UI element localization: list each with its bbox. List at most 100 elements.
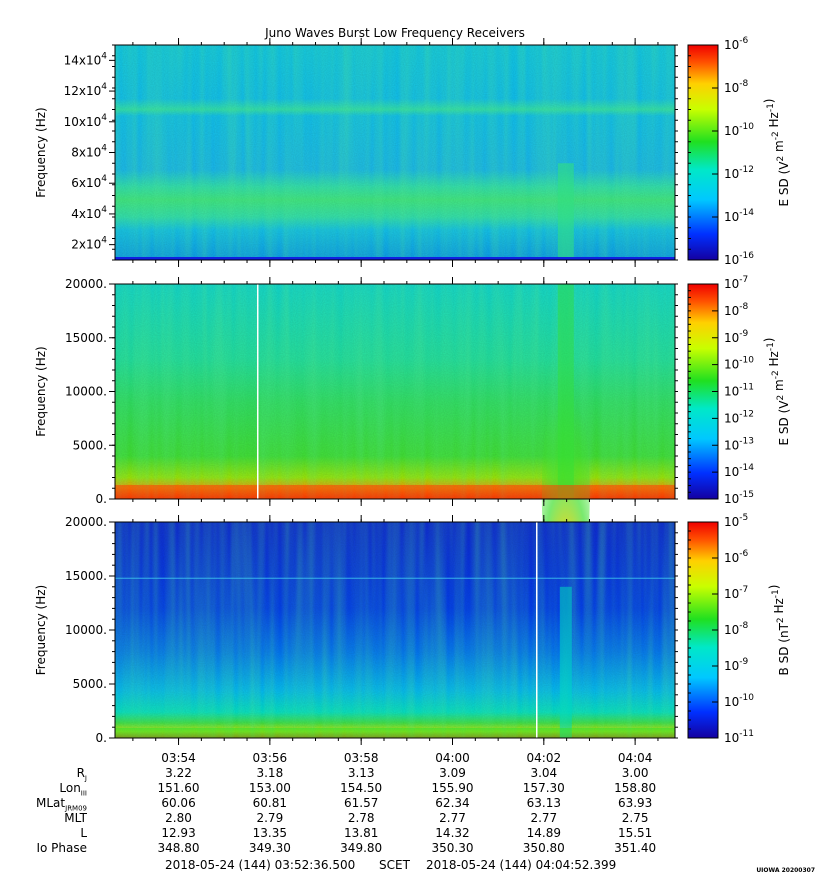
data-gap-line bbox=[536, 522, 538, 738]
ephemeris-name: MLT bbox=[64, 811, 87, 825]
colorbar-tick-label: 10-10 bbox=[724, 122, 754, 138]
ephemeris-value: 13.35 bbox=[252, 826, 288, 840]
ephemeris-row: LonIII 151.60 153.00 154.50 155.90 157.30 158.… bbox=[0, 781, 815, 798]
ytick-label: 0. bbox=[96, 492, 107, 506]
ylabel-1: Frequency (Hz) bbox=[34, 107, 48, 198]
colorbar-label-1: E SD (V2 m-2 Hz-1) bbox=[762, 98, 791, 206]
colorbar-tick-label: 10-13 bbox=[724, 436, 754, 452]
spectrogram-noise-3 bbox=[115, 522, 675, 738]
colorbar-label-3: B SD (nT2 Hz-1) bbox=[767, 585, 791, 676]
ytick-label: 10000. bbox=[65, 385, 107, 399]
colorbar-tick-label: 10-9 bbox=[724, 657, 749, 673]
ephemeris-value: 158.80 bbox=[614, 781, 657, 795]
ytick-label: 15000. bbox=[65, 331, 107, 345]
ytick-label: 10x104 bbox=[64, 113, 108, 129]
ephemeris-value: 154.50 bbox=[340, 781, 383, 795]
ephemeris-value: 351.40 bbox=[614, 841, 657, 855]
colorbar-tick-label: 10-11 bbox=[724, 729, 754, 745]
colorbar-tick-label: 10-8 bbox=[724, 79, 749, 95]
ephemeris-name: RJ bbox=[76, 766, 87, 783]
ephemeris-value: 3.22 bbox=[165, 766, 192, 780]
ytick-label: 5000. bbox=[73, 438, 107, 452]
colorbar-tick-label: 10-12 bbox=[724, 165, 754, 181]
footer-scet-label: SCET bbox=[379, 858, 410, 872]
ytick-label: 4x104 bbox=[71, 205, 107, 221]
ephemeris-value: 2.78 bbox=[347, 811, 375, 825]
colorbar-tick-label: 10-10 bbox=[724, 356, 754, 372]
ephemeris-value: 157.30 bbox=[522, 781, 565, 795]
colorbar-tick-label: 10-15 bbox=[724, 490, 754, 506]
footer-start-time: 2018-05-24 (144) 03:52:36.500 bbox=[165, 858, 356, 872]
colorbar-tick-label: 10-12 bbox=[724, 409, 754, 425]
time-tick-label: 04:00 bbox=[435, 751, 470, 765]
time-tick-label: 03:54 bbox=[161, 751, 196, 765]
ephemeris-value: 61.57 bbox=[343, 796, 379, 810]
ephemeris-value: 63.93 bbox=[617, 796, 653, 810]
low-freq-band-2 bbox=[115, 485, 675, 499]
panel-3: 0. 5000. 10000. 15000. 20000. Frequency (Hz) 1… bbox=[34, 513, 791, 745]
colorbar-tick-label: 10-11 bbox=[724, 383, 754, 399]
emission-column-2 bbox=[557, 284, 574, 499]
ephemeris-value: 2.77 bbox=[439, 811, 466, 825]
spectrogram-noise-2 bbox=[115, 284, 675, 499]
time-tick-label: 04:02 bbox=[527, 751, 562, 765]
ephemeris-value: 349.30 bbox=[248, 841, 291, 855]
emission-column-3 bbox=[559, 586, 572, 738]
ephemeris-value: 3.04 bbox=[530, 766, 558, 780]
ephemeris-value: 2.75 bbox=[621, 811, 649, 825]
colorbar-tick-label: 10-7 bbox=[724, 585, 748, 601]
ephemeris-value: 151.60 bbox=[157, 781, 200, 795]
ylabel-3: Frequency (Hz) bbox=[34, 585, 48, 676]
ephemeris-name: Io Phase bbox=[36, 841, 87, 855]
time-tick-label: 04:04 bbox=[618, 751, 653, 765]
colorbar-tick-label: 10-14 bbox=[724, 463, 754, 479]
ephemeris-value: 153.00 bbox=[248, 781, 291, 795]
colorbar-1 bbox=[688, 45, 718, 260]
ephemeris-value: 62.34 bbox=[435, 796, 470, 810]
ytick-label: 2x104 bbox=[71, 236, 107, 252]
ephemeris-row: MLT 2.80 2.79 2.78 2.77 2.77 2.75 bbox=[0, 811, 815, 826]
colorbar-tick-label: 10-5 bbox=[724, 513, 748, 529]
colorbar-tick-label: 10-7 bbox=[724, 275, 748, 291]
ephemeris-value: 350.80 bbox=[522, 841, 565, 855]
ytick-label: 10000. bbox=[65, 623, 107, 637]
ytick-label: 8x104 bbox=[71, 144, 107, 160]
colorbar-tick-label: 10-10 bbox=[724, 693, 754, 709]
low-freq-edge-1 bbox=[115, 257, 675, 260]
footer-end-time: 2018-05-24 (144) 04:04:52.399 bbox=[426, 858, 617, 872]
ephemeris-row: MLatJRM09 60.06 60.81 61.57 62.34 63.13 63.93 bbox=[0, 796, 815, 812]
ephemeris-name: L bbox=[80, 826, 87, 840]
time-tick-label: 03:56 bbox=[253, 751, 288, 765]
ephemeris-row: Io Phase 348.80 349.30 349.80 350.30 350.80 35… bbox=[0, 841, 815, 856]
ytick-label: 20000. bbox=[65, 515, 107, 529]
ephemeris-value: 13.81 bbox=[343, 826, 379, 840]
ephemeris-value: 3.18 bbox=[256, 766, 284, 780]
ephemeris-value: 14.89 bbox=[526, 826, 561, 840]
colorbar-label-2: E SD (V2 m-2 Hz-1) bbox=[762, 337, 791, 445]
colorbar-tick-label: 10-8 bbox=[724, 621, 749, 637]
ephemeris-value: 2.79 bbox=[256, 811, 284, 825]
ytick-label: 5000. bbox=[73, 677, 107, 691]
colorbar-tick-label: 10-16 bbox=[724, 251, 754, 267]
emission-column-1 bbox=[557, 163, 574, 260]
colorbar-tick-label: 10-9 bbox=[724, 329, 749, 345]
ephemeris-value: 14.32 bbox=[435, 826, 470, 840]
panel-1: 2x104 4x104 6x104 8x104 10x104 12x104 14x104 Fr… bbox=[34, 36, 791, 267]
ephemeris-value: 2.77 bbox=[530, 811, 558, 825]
ytick-label: 20000. bbox=[65, 277, 107, 291]
ytick-label: 0. bbox=[96, 731, 107, 745]
ephemeris-value: 60.06 bbox=[161, 796, 196, 810]
ephemeris-value: 12.93 bbox=[161, 826, 196, 840]
ylabel-2: Frequency (Hz) bbox=[34, 346, 48, 437]
colorbar-tick-label: 10-6 bbox=[724, 549, 749, 565]
colorbar-tick-label: 10-6 bbox=[724, 36, 749, 52]
ephemeris-value: 348.80 bbox=[157, 841, 200, 855]
ytick-label: 14x104 bbox=[64, 51, 108, 67]
data-gap-line bbox=[257, 284, 259, 499]
ephemeris-value: 15.51 bbox=[617, 826, 653, 840]
narrowband-line-3 bbox=[115, 577, 675, 579]
ephemeris-value: 3.00 bbox=[621, 766, 649, 780]
ephemeris-name: LonIII bbox=[59, 781, 87, 798]
ephemeris-row: L 12.93 13.35 13.81 14.32 14.89 15.51 bbox=[0, 826, 815, 841]
